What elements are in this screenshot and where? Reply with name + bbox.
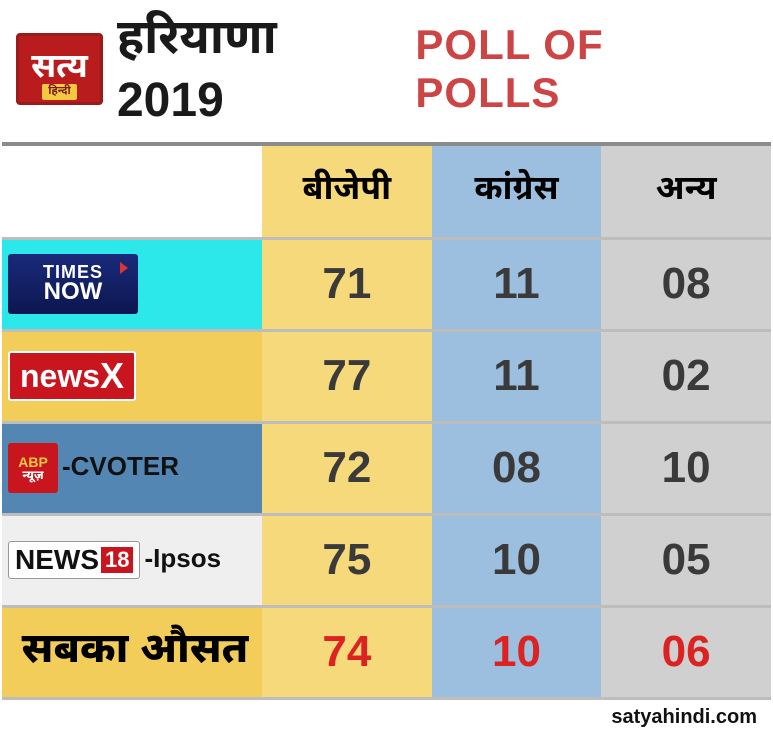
title-english: POLL OF POLLS — [415, 21, 757, 117]
poll-table-container: सत्य हिन्दी हरियाणा 2019 POLL OF POLLS ब… — [0, 0, 773, 731]
poll-table: बीजेपी कांग्रेस अन्य TIMESNOW711108newsX… — [2, 146, 771, 700]
value-other: 10 — [601, 422, 771, 514]
value-bjp: 77 — [262, 330, 432, 422]
source-cell: ABPन्यूज़-CVOTER — [2, 422, 262, 514]
value-cong: 10 — [432, 514, 602, 606]
blank-header — [2, 146, 262, 238]
header-row: बीजेपी कांग्रेस अन्य — [2, 146, 771, 238]
col-bjp: बीजेपी — [262, 146, 432, 238]
table-row: ABPन्यूज़-CVOTER720810 — [2, 422, 771, 514]
table-row: TIMESNOW 711108 — [2, 238, 771, 330]
source-cell: NEWS18-Ipsos — [2, 514, 262, 606]
value-cong: 08 — [432, 422, 602, 514]
table-row: NEWS18-Ipsos751005 — [2, 514, 771, 606]
source-cell: TIMESNOW — [2, 238, 262, 330]
title-hindi: हरियाणा 2019 — [117, 10, 393, 128]
value-bjp: 75 — [262, 514, 432, 606]
news18-logo: NEWS18 — [8, 541, 140, 579]
avg-bjp: 74 — [262, 606, 432, 698]
value-other: 02 — [601, 330, 771, 422]
value-other: 08 — [601, 238, 771, 330]
value-bjp: 71 — [262, 238, 432, 330]
header: सत्य हिन्दी हरियाणा 2019 POLL OF POLLS — [2, 2, 771, 146]
source-suffix: -CVOTER — [62, 451, 179, 481]
value-cong: 11 — [432, 330, 602, 422]
avg-other: 06 — [601, 606, 771, 698]
average-label: सबका औसत — [2, 606, 262, 698]
value-bjp: 72 — [262, 422, 432, 514]
satya-logo: सत्य हिन्दी — [16, 33, 103, 105]
col-other: अन्य — [601, 146, 771, 238]
average-row: सबका औसत 74 10 06 — [2, 606, 771, 698]
source-cell: newsX — [2, 330, 262, 422]
source-suffix: -Ipsos — [144, 543, 221, 573]
avg-cong: 10 — [432, 606, 602, 698]
times-now-logo: TIMESNOW — [8, 254, 138, 314]
newsx-logo: newsX — [8, 351, 136, 401]
value-cong: 11 — [432, 238, 602, 330]
footer-credit: satyahindi.com — [2, 700, 771, 729]
abp-logo: ABPन्यूज़ — [8, 443, 58, 493]
logo-subtext: हिन्दी — [42, 84, 77, 100]
table-row: newsX 771102 — [2, 330, 771, 422]
value-other: 05 — [601, 514, 771, 606]
col-cong: कांग्रेस — [432, 146, 602, 238]
